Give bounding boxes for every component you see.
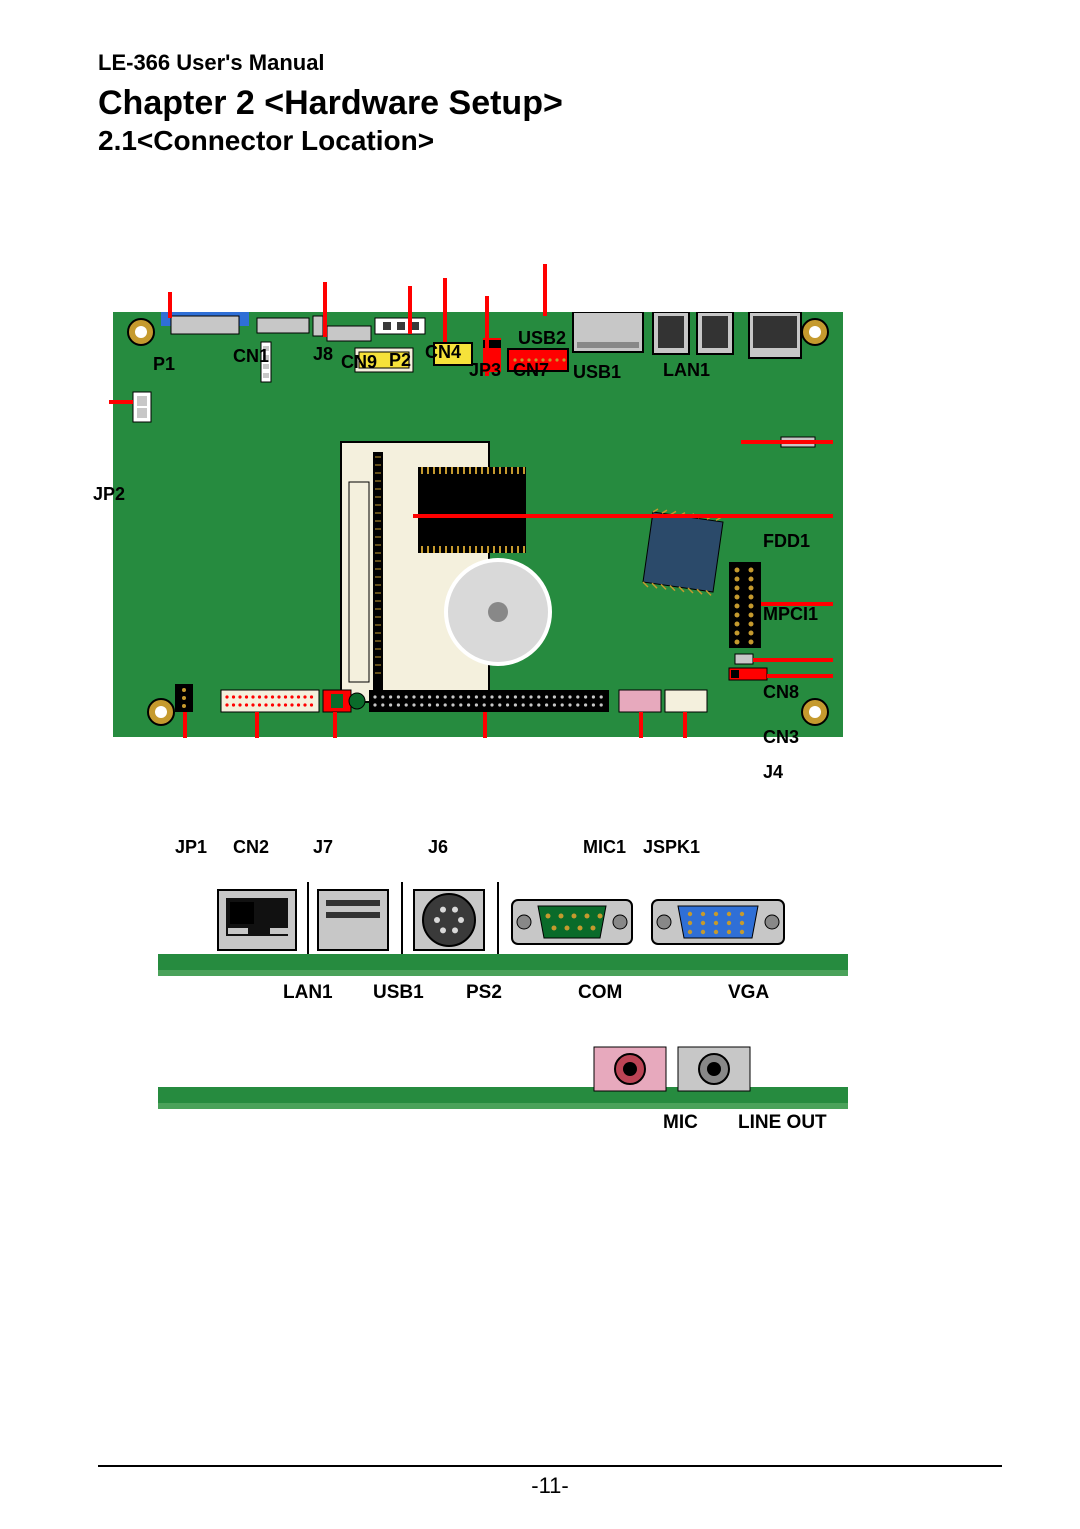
connector-label: J7 — [313, 837, 333, 858]
connector-label: CN3 — [763, 727, 799, 748]
connector-label: J8 — [313, 344, 333, 365]
audio-port-label: MIC — [663, 1112, 698, 1134]
manual-page: LE-366 User's Manual Chapter 2 <Hardware… — [0, 0, 1080, 1529]
connector-label: MPCI1 — [763, 604, 818, 625]
connector-label: CN2 — [233, 837, 269, 858]
connector-label: JP3 — [469, 360, 501, 381]
audio-port-label: LINE OUT — [738, 1112, 827, 1134]
manual-header: LE-366 User's Manual — [98, 50, 1002, 76]
connector-label: J4 — [763, 762, 783, 783]
rear-panel-svg — [158, 882, 848, 982]
section-title: 2.1<Connector Location> — [98, 125, 1002, 157]
connector-label: CN7 — [513, 360, 549, 381]
rear-port-label: PS2 — [466, 982, 502, 1004]
connector-label: JP1 — [175, 837, 207, 858]
connector-label: JP2 — [93, 484, 125, 505]
connector-label: CN8 — [763, 682, 799, 703]
connector-label: FDD1 — [763, 531, 810, 552]
connector-label: P1 — [153, 354, 175, 375]
connector-label: J6 — [428, 837, 448, 858]
connector-label: P2 — [389, 350, 411, 371]
connector-label: JSPK1 — [643, 837, 700, 858]
rear-panel-diagram: LAN1USB1PS2COMVGA MICLINE OUT — [158, 882, 848, 1118]
audio-panel-svg — [158, 1043, 848, 1113]
connector-label: MIC1 — [583, 837, 626, 858]
figure-area: P1CN1J8CN9P2CN4JP3CN7USB2USB1LAN1JP2FDD1… — [98, 217, 1002, 1453]
rear-port-label: COM — [578, 982, 622, 1004]
connector-label: CN4 — [425, 342, 461, 363]
rear-port-label: USB1 — [373, 982, 424, 1004]
connector-label: CN1 — [233, 346, 269, 367]
page-footer: -11- — [98, 1465, 1002, 1499]
chapter-title: Chapter 2 <Hardware Setup> — [98, 84, 1002, 123]
rear-port-label: VGA — [728, 982, 769, 1004]
connector-label: USB1 — [573, 362, 621, 383]
connector-label: LAN1 — [663, 360, 710, 381]
connector-label: USB2 — [518, 328, 566, 349]
rear-port-label: LAN1 — [283, 982, 333, 1004]
page-number: -11- — [531, 1473, 569, 1498]
connector-label: CN9 — [341, 352, 377, 373]
